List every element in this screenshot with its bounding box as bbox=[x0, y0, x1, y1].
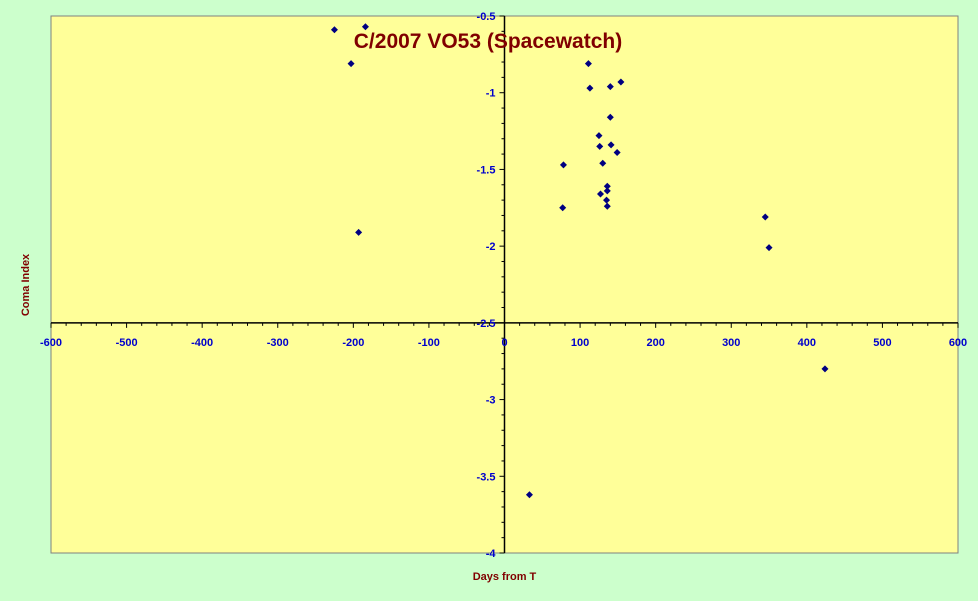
data-point bbox=[595, 132, 603, 140]
data-point bbox=[599, 159, 607, 167]
x-tick-label: -300 bbox=[267, 337, 289, 349]
x-tick-label: -200 bbox=[342, 337, 364, 349]
x-tick-label: 500 bbox=[873, 337, 891, 349]
y-tick-label: -3 bbox=[486, 395, 496, 407]
y-tick-label: -2.5 bbox=[477, 318, 496, 330]
data-point bbox=[607, 141, 615, 149]
data-point bbox=[596, 142, 604, 150]
data-point bbox=[606, 113, 614, 121]
y-tick-label: -1 bbox=[486, 88, 496, 100]
x-tick-label: 400 bbox=[798, 337, 816, 349]
data-point bbox=[821, 365, 829, 373]
x-tick-labels: -600 -500 -400 -300 -200 -100 0 100 200 300 400 500… bbox=[40, 337, 967, 349]
data-point bbox=[361, 23, 369, 31]
y-tick-label: -1.5 bbox=[477, 164, 496, 176]
data-point bbox=[603, 202, 611, 210]
data-point bbox=[559, 161, 567, 169]
data-point bbox=[617, 78, 625, 86]
data-point bbox=[355, 228, 363, 236]
data-point bbox=[606, 83, 614, 91]
y-tick-labels: -0.5 -1 -1.5 -2 -2.5 -3 -3.5 -4 bbox=[477, 11, 497, 560]
x-axis-title: Days from T bbox=[473, 571, 537, 583]
data-point bbox=[559, 204, 567, 212]
data-point bbox=[603, 187, 611, 195]
x-tick-label: 600 bbox=[949, 337, 967, 349]
x-tick-label: 100 bbox=[571, 337, 589, 349]
y-tick-label: -0.5 bbox=[477, 11, 496, 23]
data-point bbox=[603, 182, 611, 190]
data-point bbox=[347, 60, 355, 68]
data-point bbox=[330, 26, 338, 34]
x-tick-label: 0 bbox=[501, 337, 507, 349]
x-tick-label: 200 bbox=[646, 337, 664, 349]
data-point bbox=[586, 84, 594, 92]
data-point bbox=[525, 491, 533, 499]
x-tick-label: -400 bbox=[191, 337, 213, 349]
x-tick-label: -500 bbox=[116, 337, 138, 349]
y-axis-title: Coma Index bbox=[20, 253, 32, 316]
data-point bbox=[761, 213, 769, 221]
data-point bbox=[613, 149, 621, 157]
x-tick-label: -600 bbox=[40, 337, 62, 349]
y-tick-label: -2 bbox=[486, 241, 496, 253]
y-tick-label: -3.5 bbox=[477, 471, 496, 483]
chart-title: C/2007 VO53 (Spacewatch) bbox=[354, 30, 622, 53]
y-tick-label: -4 bbox=[486, 548, 497, 560]
data-point bbox=[765, 244, 773, 252]
data-points bbox=[330, 23, 829, 499]
data-point bbox=[584, 60, 592, 68]
x-tick-label: -100 bbox=[418, 337, 440, 349]
x-tick-label: 300 bbox=[722, 337, 740, 349]
data-point bbox=[596, 190, 604, 198]
data-point bbox=[603, 196, 611, 204]
